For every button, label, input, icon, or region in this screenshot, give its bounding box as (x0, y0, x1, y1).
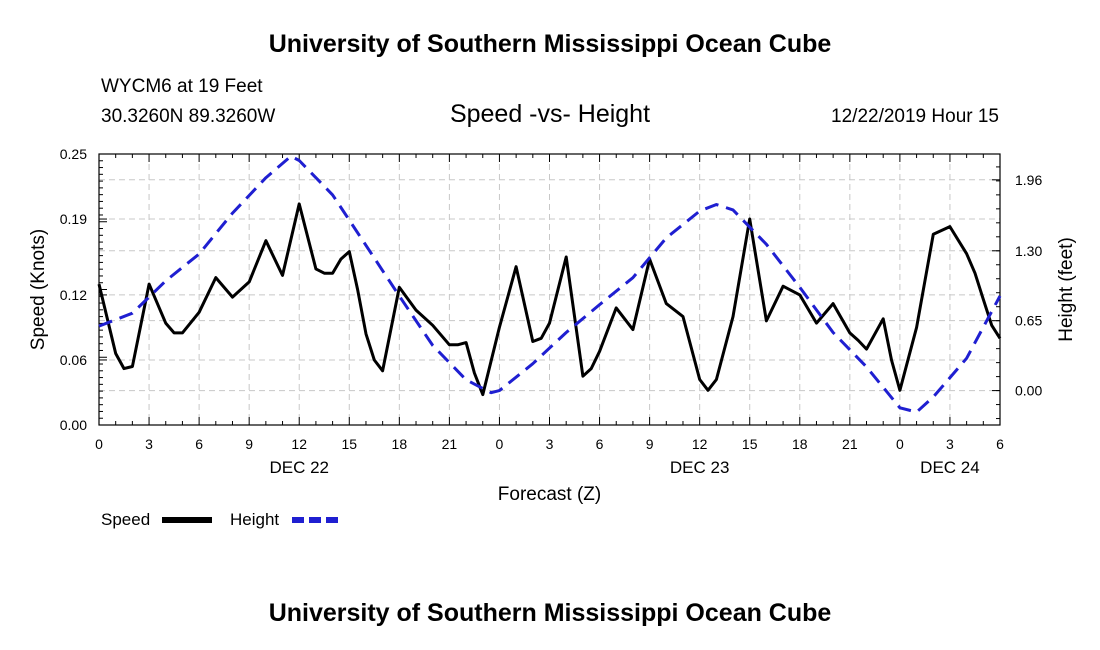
x-tick-label: 21 (442, 436, 458, 452)
page-footer: University of Southern Mississippi Ocean… (268, 599, 832, 627)
station-label: WYCM6 at 19 Feet (101, 76, 263, 97)
x-tick-label: 12 (692, 436, 708, 452)
series-line-height (98, 154, 1002, 414)
x-tick-label: 9 (245, 436, 253, 452)
y-axis-title: Speed (Knots) (28, 229, 49, 350)
x-tick-label: 0 (496, 436, 504, 452)
x-tick-label: 6 (195, 436, 203, 452)
coordinates-label: 30.3260N 89.3260W (101, 106, 276, 127)
x-tick-label: 15 (341, 436, 357, 452)
y-tick-label: 0.12 (60, 287, 87, 303)
page-title: University of Southern Mississippi Ocean… (268, 30, 832, 58)
x-tick-label: 3 (946, 436, 954, 452)
x-tick-label: 3 (145, 436, 153, 452)
x-axis-title: Forecast (Z) (498, 484, 601, 505)
x-tick-label: 21 (842, 436, 858, 452)
x-tick-label: 6 (596, 436, 604, 452)
x-tick-label: 0 (896, 436, 904, 452)
x-tick-label: 15 (742, 436, 758, 452)
x-tick-label: 3 (546, 436, 554, 452)
chart-subtitle: Speed -vs- Height (0, 100, 1100, 129)
y2-tick-label: 0.00 (1015, 383, 1042, 399)
x-day-label: DEC 22 (269, 458, 329, 477)
x-day-label: DEC 23 (670, 458, 730, 477)
x-tick-label: 18 (392, 436, 408, 452)
legend-label-speed: Speed (101, 510, 150, 529)
x-tick-label: 0 (95, 436, 103, 452)
y2-axis-title: Height (feet) (1056, 237, 1077, 342)
y2-tick-label: 1.96 (1015, 172, 1042, 188)
x-tick-label: 9 (646, 436, 654, 452)
y-tick-label: 0.06 (60, 352, 87, 368)
date-hour-label: 12/22/2019 Hour 15 (831, 106, 999, 127)
chart-subtitle-text: Speed -vs- Height (449, 100, 651, 128)
y2-tick-label: 1.30 (1015, 243, 1042, 259)
x-day-label: DEC 24 (920, 458, 980, 477)
x-tick-label: 6 (996, 436, 1004, 452)
legend-label-height: Height (230, 510, 279, 529)
y2-tick-label: 0.65 (1015, 313, 1042, 329)
series-line-speed (97, 202, 1002, 397)
x-tick-label: 18 (792, 436, 808, 452)
y-tick-label: 0.00 (60, 417, 87, 433)
y-tick-label: 0.25 (60, 146, 87, 162)
y-tick-label: 0.19 (60, 211, 87, 227)
x-tick-label: 12 (291, 436, 307, 452)
